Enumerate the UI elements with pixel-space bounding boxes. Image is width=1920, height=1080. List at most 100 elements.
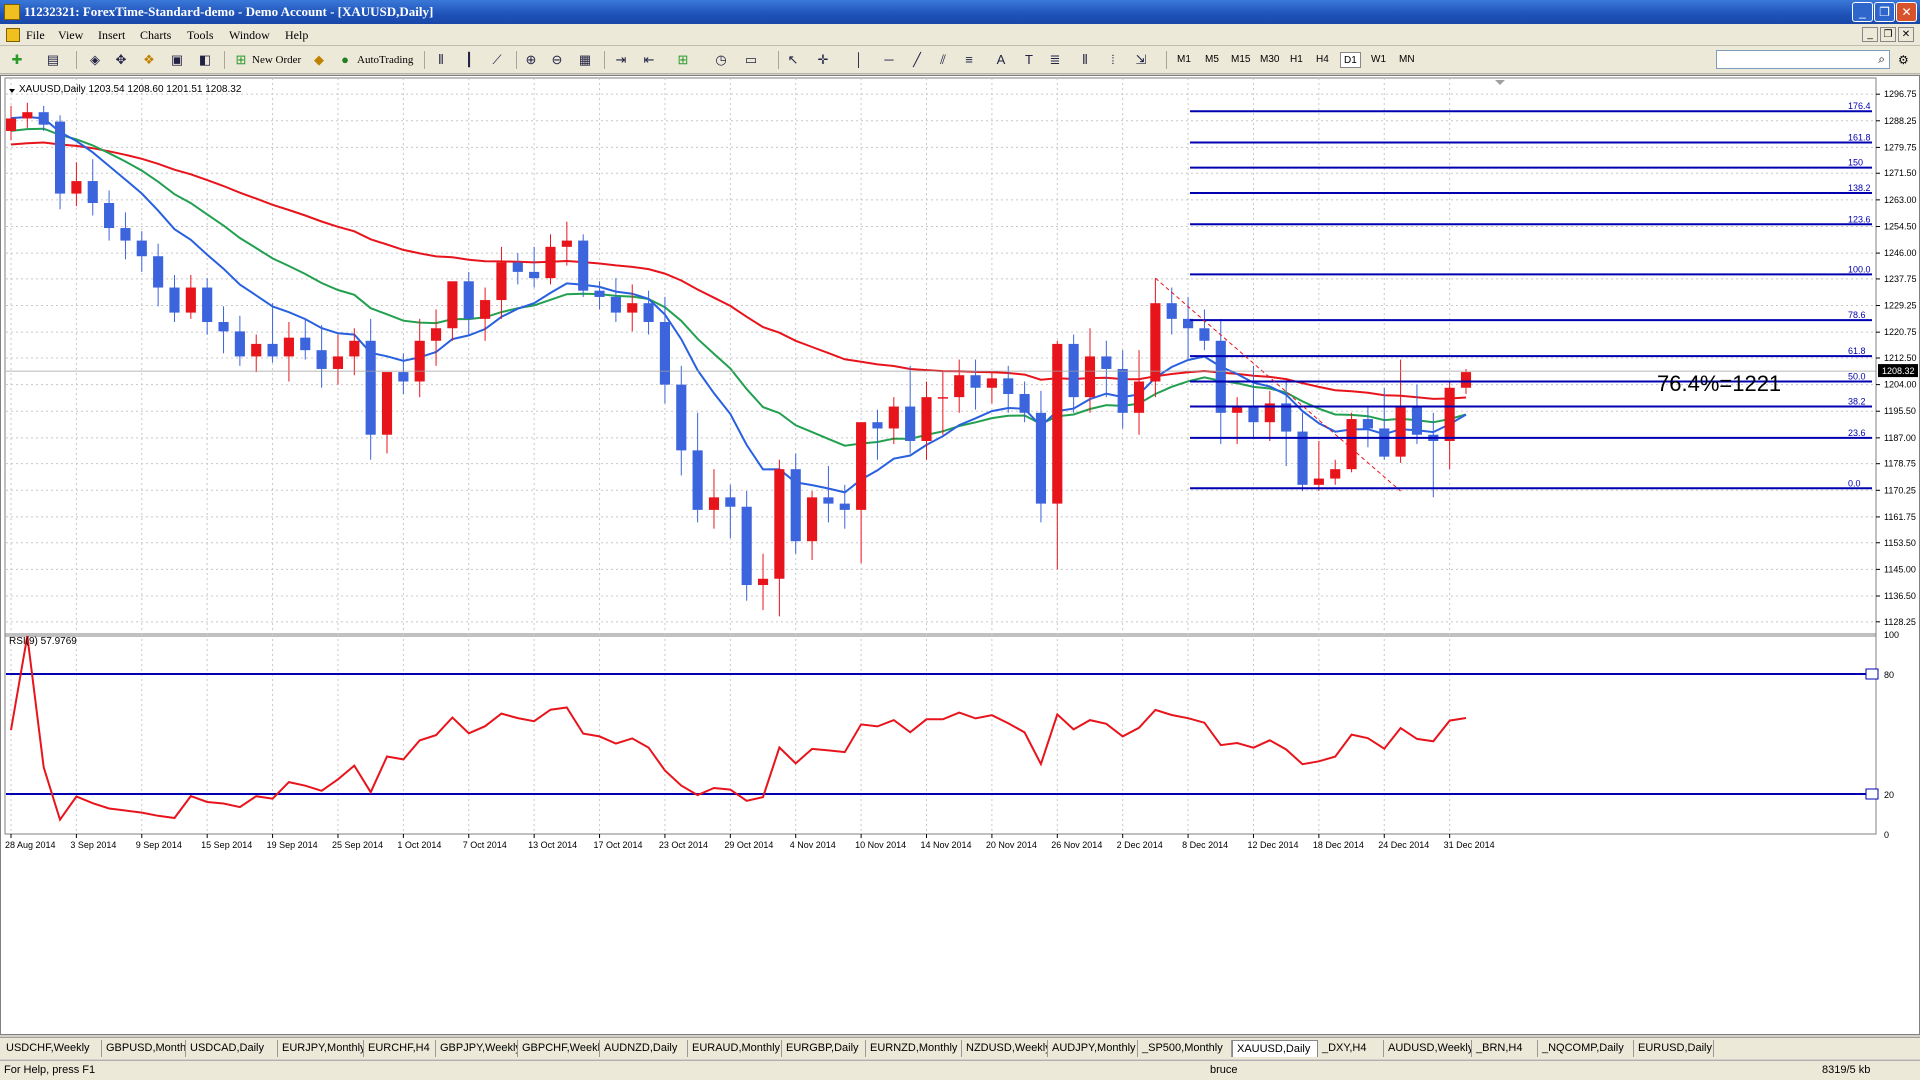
chart-tab[interactable]: AUDUSD,Weekly [1384,1040,1472,1057]
timeframe-m30[interactable]: M30 [1260,54,1280,65]
market-watch-icon[interactable]: ◈ [90,52,100,67]
chart-tab[interactable]: USDCHF,Weekly [2,1040,102,1057]
candle [38,112,49,125]
timeframe-d1[interactable]: D1 [1340,52,1361,68]
settings-icon[interactable]: ⚙ [1898,53,1909,67]
chart-tab[interactable]: USDCAD,Daily [186,1040,278,1057]
price-tick-label: 1254.50 [1884,221,1917,231]
cursor-icon[interactable]: ↖ [787,52,799,67]
indicators-icon[interactable]: ⊞ [677,52,689,67]
menu-view[interactable]: View [58,28,84,42]
menu-tools[interactable]: Tools [187,28,214,42]
chart-tab[interactable]: _NQCOMP,Daily [1538,1040,1634,1057]
chart-tab[interactable]: _DXY,H4 [1318,1040,1384,1057]
candle [136,240,147,257]
timeframe-m5[interactable]: M5 [1205,54,1219,65]
bar-chart-icon[interactable]: ⫴ [438,52,444,67]
fibonacci-retracement-icon[interactable]: ≣ [1049,52,1061,67]
crosshair-icon[interactable]: ✛ [817,52,829,67]
trendline-icon[interactable]: ╱ [913,52,921,67]
data-window-icon[interactable]: ✥ [115,52,127,67]
timeframe-m1[interactable]: M1 [1177,54,1191,65]
current-price-tag [1878,364,1918,378]
chart-tab[interactable]: GBPJPY,Weekly [436,1040,518,1057]
chart-window[interactable]: 1296.75 1288.25 1279.75 1271.50 1263.00 1254.… [0,75,1920,1035]
chart-tab[interactable]: XAUUSD,Daily [1232,1040,1318,1057]
text-label-icon[interactable]: T [1025,52,1033,67]
menu-window[interactable]: Window [229,28,270,42]
search-input[interactable]: ⌕ [1716,50,1890,69]
chart-tab[interactable]: EURAUD,Monthly [688,1040,782,1057]
chart-tab[interactable]: AUDJPY,Monthly [1048,1040,1138,1057]
chart-shift-icon[interactable]: ⇤ [643,52,655,67]
chart-tab[interactable]: GBPUSD,Monthly [102,1040,186,1057]
arrows-icon[interactable]: ⇲ [1135,52,1147,67]
channel-icon[interactable]: ⫽ [940,52,946,67]
periods-icon[interactable]: ◷ [715,52,727,67]
candle [627,303,638,313]
chart-tab[interactable]: _BRN,H4 [1472,1040,1538,1057]
autotrading-button[interactable]: AutoTrading [357,54,414,66]
zoom-out-icon[interactable]: ⊖ [551,52,563,67]
date-tick-label: 25 Sep 2014 [332,840,383,850]
chart-tab[interactable]: EURCHF,H4 [364,1040,436,1057]
timeframe-w1[interactable]: W1 [1371,54,1386,65]
chart-tab[interactable]: _SP500,Monthly [1138,1040,1232,1057]
templates-icon[interactable]: ▭ [744,52,758,67]
line-chart-icon[interactable]: ⟋ [492,52,502,67]
price-tick-label: 1170.25 [1884,485,1916,495]
mdi-close-button[interactable]: ✕ [1898,27,1914,42]
search-icon[interactable]: ⌕ [1878,52,1885,66]
mdi-restore-button[interactable]: ❐ [1880,27,1896,42]
price-chart[interactable]: 1296.75 1288.25 1279.75 1271.50 1263.00 1254.… [1,76,1919,1034]
new-order-button[interactable]: New Order [252,54,302,66]
status-bar: For Help, press F1 bruce 8319/5 kb [0,1060,1920,1080]
menu-insert[interactable]: Insert [98,28,126,42]
fibonacci-icon[interactable]: ≡ [965,52,973,67]
chart-tab[interactable]: NZDUSD,Weekly [962,1040,1048,1057]
new-order-icon[interactable]: ⊞ [235,52,247,67]
tile-windows-icon[interactable]: ▦ [578,52,592,67]
timeframe-h1[interactable]: H1 [1290,54,1303,65]
terminal-icon[interactable]: ▣ [170,52,184,67]
menu-help[interactable]: Help [285,28,309,42]
chart-tab[interactable]: GBPCHF,Weekly [518,1040,600,1057]
price-tick-label: 1178.75 [1884,459,1916,469]
candle [1084,356,1096,398]
price-tick-label: 1204.00 [1884,380,1917,390]
chart-tab[interactable]: EURUSD,Daily [1634,1040,1714,1057]
minimize-button[interactable]: _ [1852,2,1873,22]
menu-charts[interactable]: Charts [140,28,172,42]
chart-shift-marker-icon[interactable] [1495,80,1505,85]
timeframe-h4[interactable]: H4 [1316,54,1329,65]
horizontal-line-icon[interactable]: ─ [884,52,894,67]
candle [283,337,294,357]
maximize-button[interactable]: ❐ [1874,2,1895,22]
candle [725,497,736,507]
chart-header: XAUUSD,Daily 1203.54 1208.60 1201.51 120… [19,84,242,95]
close-button[interactable]: ✕ [1896,2,1917,22]
chart-tab[interactable]: EURJPY,Monthly [278,1040,364,1057]
menu-file[interactable]: File [26,28,45,42]
navigator-icon[interactable]: ❖ [143,52,155,67]
timeframe-m15[interactable]: M15 [1231,54,1251,65]
candle [332,356,344,369]
gann-icon[interactable]: ⦀ [1082,52,1088,67]
strategy-tester-icon[interactable]: ◧ [198,52,212,67]
rsi-scale-label: 0 [1884,830,1889,840]
mdi-minimize-button[interactable]: _ [1862,27,1878,42]
chart-tab[interactable]: EURNZD,Monthly [866,1040,962,1057]
auto-scroll-icon[interactable]: ⇥ [615,52,627,67]
chart-tab[interactable]: EURGBP,Daily [782,1040,866,1057]
new-chart-icon[interactable]: ✚ [11,52,23,67]
autotrading-icon[interactable]: ● [341,52,349,67]
candlestick-icon[interactable]: ┃ [465,52,473,67]
profiles-icon[interactable]: ▤ [46,52,60,67]
vertical-line-icon[interactable]: │ [854,52,864,67]
metaeditor-icon[interactable]: ◆ [314,52,324,67]
timeframe-mn[interactable]: MN [1399,54,1415,65]
text-icon[interactable]: A [996,52,1006,67]
chart-tab[interactable]: AUDNZD,Daily [600,1040,688,1057]
grid-tools-icon[interactable]: ⦙ [1111,52,1115,67]
zoom-in-icon[interactable]: ⊕ [525,52,537,67]
